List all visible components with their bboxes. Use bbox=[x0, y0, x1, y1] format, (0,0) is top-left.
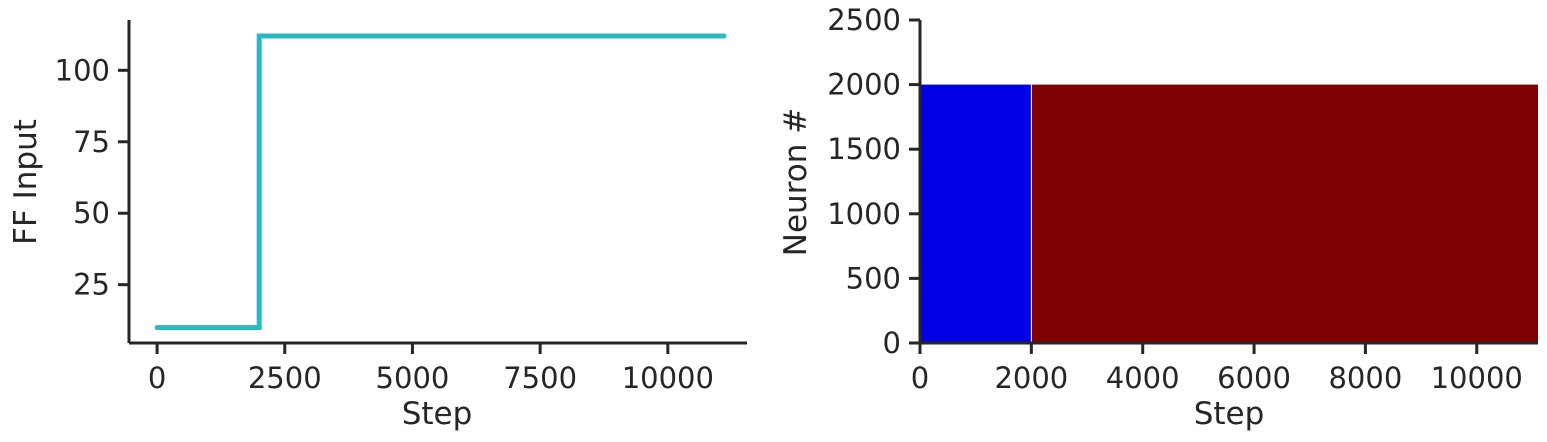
neuron-heatmap-region-1 bbox=[920, 84, 1032, 343]
ff-input-plot-area bbox=[154, 33, 727, 331]
ff-input-y-tick-label: 50 bbox=[73, 196, 110, 230]
neuron-heatmap-plot-area bbox=[920, 84, 1538, 343]
neuron-y-ticks: 0 500 1000 1500 2000 2500 bbox=[827, 3, 920, 360]
neuron-y-tick-label: 2500 bbox=[827, 3, 901, 37]
neuron-y-tick-label: 500 bbox=[846, 261, 901, 295]
ff-input-y-ticks: 25 50 75 100 bbox=[55, 53, 129, 302]
ff-input-y-tick-label: 100 bbox=[55, 53, 110, 87]
neuron-y-axis-title: Neuron # bbox=[778, 108, 814, 256]
neuron-x-tick-label: 4000 bbox=[1106, 361, 1180, 395]
ff-input-y-tick-label: 75 bbox=[73, 125, 110, 159]
ff-input-series-line bbox=[154, 33, 727, 331]
neuron-y-tick-label: 1000 bbox=[827, 197, 901, 231]
neuron-x-tick-label: 10000 bbox=[1431, 361, 1523, 395]
neuron-x-tick-label: 0 bbox=[911, 361, 929, 395]
ff-input-x-tick-label: 7500 bbox=[503, 361, 577, 395]
ff-input-x-tick-label: 0 bbox=[148, 361, 166, 395]
ff-input-x-ticks: 0 2500 5000 7500 10000 bbox=[148, 343, 714, 395]
neuron-x-tick-label: 2000 bbox=[994, 361, 1068, 395]
neuron-heatmap-region-2 bbox=[1031, 84, 1538, 343]
ff-input-x-tick-label: 10000 bbox=[622, 361, 714, 395]
ff-input-y-axis-title: FF Input bbox=[8, 119, 44, 245]
neuron-x-ticks: 0 2000 4000 6000 8000 10000 bbox=[911, 343, 1523, 395]
neuron-y-tick-label: 2000 bbox=[827, 68, 901, 102]
ff-input-x-tick-label: 2500 bbox=[248, 361, 322, 395]
neuron-y-tick-label: 1500 bbox=[827, 132, 901, 166]
ff-input-x-axis-title: Step bbox=[402, 396, 473, 432]
neuron-heatmap-chart: 0 2000 4000 6000 8000 10000 0 500 1000 1500 2000 2… bbox=[778, 3, 1538, 432]
neuron-y-tick-label: 0 bbox=[883, 326, 901, 360]
neuron-x-tick-label: 8000 bbox=[1328, 361, 1402, 395]
ff-input-chart: 0 2500 5000 7500 10000 25 50 75 100 Step FF Inp… bbox=[8, 20, 747, 432]
ff-input-x-tick-label: 5000 bbox=[376, 361, 450, 395]
neuron-x-tick-label: 6000 bbox=[1217, 361, 1291, 395]
ff-input-y-tick-label: 25 bbox=[73, 268, 110, 302]
neuron-x-axis-title: Step bbox=[1194, 396, 1265, 432]
